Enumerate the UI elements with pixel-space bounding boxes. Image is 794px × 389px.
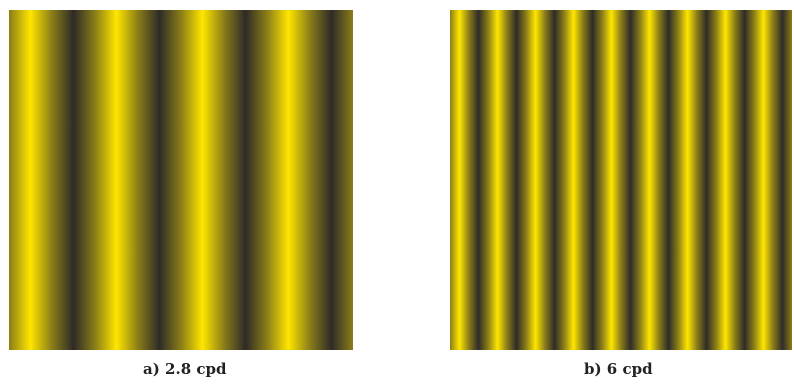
caption-a: a) 2.8 cpd	[143, 360, 227, 378]
caption-b: b) 6 cpd	[584, 360, 653, 378]
grating-image-b	[450, 10, 792, 350]
grating-image-a	[9, 10, 353, 350]
